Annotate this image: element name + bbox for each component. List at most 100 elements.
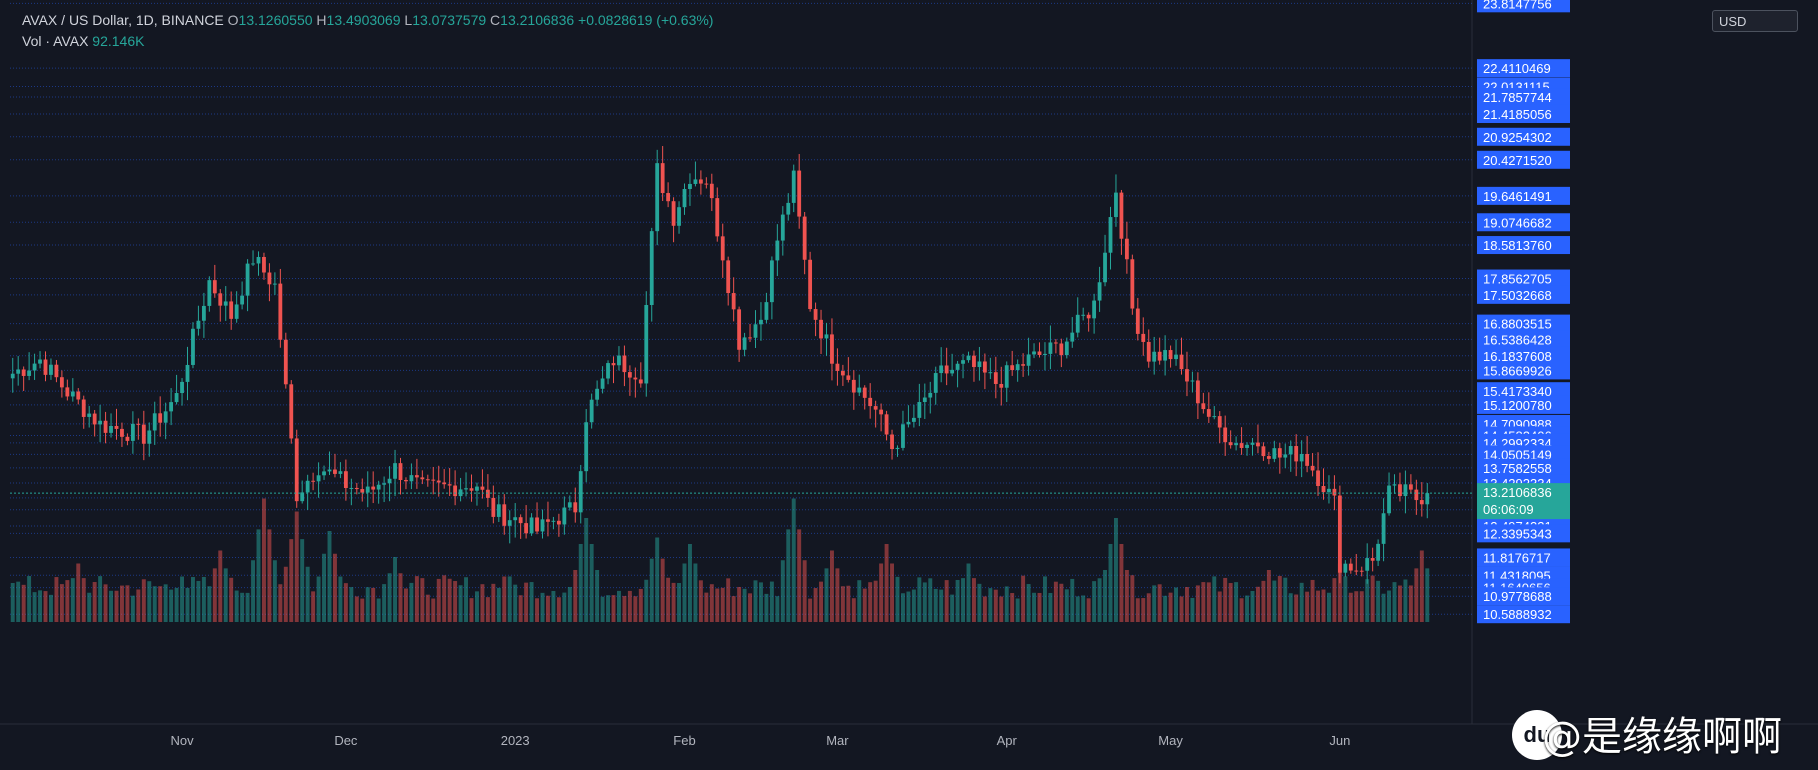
volume-bar xyxy=(819,581,824,622)
volume-bar xyxy=(1299,582,1304,622)
candle-body xyxy=(174,393,179,403)
candle-body xyxy=(944,365,949,374)
price-level-label: 21.4185056 xyxy=(1483,107,1552,122)
volume-bar xyxy=(879,563,884,622)
candle-body xyxy=(977,361,982,368)
volume-bar xyxy=(808,598,813,622)
candle-body xyxy=(240,295,245,305)
candle-body xyxy=(1403,484,1408,497)
candle-body xyxy=(972,355,976,368)
candle-body xyxy=(819,319,823,339)
time-axis-tick: Feb xyxy=(673,733,695,748)
volume-bar xyxy=(180,576,185,622)
volume-bar xyxy=(1152,585,1157,622)
candle-body xyxy=(753,324,758,338)
candle-body xyxy=(1223,427,1228,443)
candle-body xyxy=(737,309,742,350)
volume-bar xyxy=(48,594,53,622)
candle-body xyxy=(1321,486,1326,493)
volume-bar xyxy=(622,595,627,622)
volume-bar xyxy=(1250,590,1255,622)
candle-body xyxy=(535,517,539,532)
volume-bar xyxy=(272,560,277,622)
volume-bar xyxy=(360,598,365,622)
volume-bar xyxy=(616,590,621,622)
candle-body xyxy=(27,370,32,376)
candle-body xyxy=(92,413,97,425)
volume-bar xyxy=(611,595,616,622)
volume-bar xyxy=(1037,592,1042,622)
candle-body xyxy=(551,520,556,522)
volume-bar xyxy=(43,591,48,622)
volume-bar xyxy=(529,582,534,622)
volume-bar xyxy=(474,591,479,622)
volume-bar xyxy=(644,579,649,622)
volume-bar xyxy=(251,560,256,622)
candle-body xyxy=(507,520,512,526)
candle-body xyxy=(1168,350,1173,360)
candle-body xyxy=(1327,488,1331,493)
candle-body xyxy=(1108,217,1113,253)
candle-body xyxy=(502,504,507,526)
time-axis-tick: Jun xyxy=(1329,733,1350,748)
candle-body xyxy=(759,319,763,325)
candle-body xyxy=(851,379,856,393)
candle-body xyxy=(546,519,550,522)
volume-bar xyxy=(589,544,594,622)
candle-body xyxy=(485,489,490,498)
price-level-badge xyxy=(1477,0,1570,13)
volume-bar xyxy=(780,560,785,622)
volume-bar xyxy=(971,578,976,622)
candle-body xyxy=(671,201,676,226)
candle-body xyxy=(1053,342,1058,344)
volume-bar xyxy=(371,587,376,622)
volume-bar xyxy=(1419,550,1424,622)
candle-body xyxy=(1370,558,1375,561)
candle-body xyxy=(775,240,780,261)
candle-body xyxy=(1376,543,1381,561)
volume-bar xyxy=(846,585,851,622)
price-level-badge xyxy=(1477,88,1570,107)
price-level-badge xyxy=(1477,548,1570,567)
volume-bar xyxy=(267,529,272,622)
candle-body xyxy=(49,364,53,375)
candle-body xyxy=(698,179,703,184)
candle-body xyxy=(1408,484,1413,490)
candle-body xyxy=(982,361,987,373)
candle-body xyxy=(38,359,42,364)
candle-body xyxy=(229,301,234,319)
volume-bar xyxy=(240,592,245,622)
currency-unit-button[interactable]: USD xyxy=(1712,10,1798,32)
time-axis-tick: Dec xyxy=(334,733,358,748)
candle-body xyxy=(1043,353,1047,355)
candle-body xyxy=(1266,456,1271,459)
volume-bar xyxy=(1103,570,1108,622)
volume-bar xyxy=(1021,575,1026,622)
volume-bar xyxy=(453,581,458,622)
volume-bar xyxy=(109,590,114,622)
price-level-badge xyxy=(1477,361,1570,380)
candle-body xyxy=(846,375,851,380)
candle-body xyxy=(529,517,534,534)
candle-body xyxy=(1141,333,1146,342)
candle-body xyxy=(21,369,26,376)
candle-body xyxy=(234,304,239,319)
candle-body xyxy=(207,280,212,306)
volume-bar xyxy=(1195,585,1200,622)
volume-bar xyxy=(573,570,578,622)
volume-bar xyxy=(1097,578,1102,622)
candle-body xyxy=(212,280,217,294)
volume-bar xyxy=(518,595,523,622)
candle-body xyxy=(600,378,605,389)
candle-body xyxy=(627,372,632,378)
candle-body xyxy=(786,202,791,215)
volume-bar xyxy=(27,576,32,622)
volume-bar xyxy=(464,577,469,622)
volume-bar xyxy=(1157,584,1162,622)
volume-bar xyxy=(32,592,37,622)
volume-bar xyxy=(1305,591,1310,622)
candle-body xyxy=(901,424,905,448)
high-label: H xyxy=(316,12,327,28)
